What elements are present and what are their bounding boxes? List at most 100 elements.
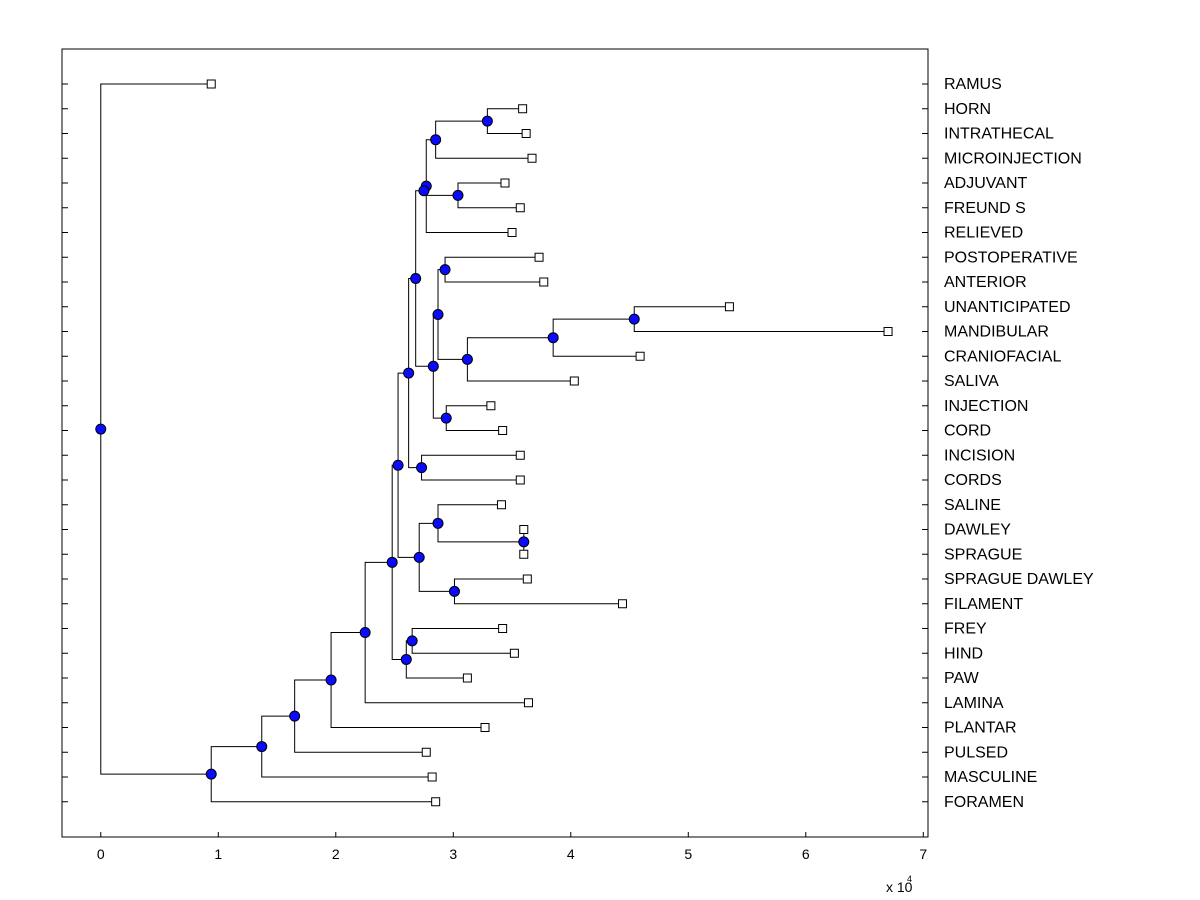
dendrogram-branch	[633, 319, 889, 332]
leaf-marker	[515, 203, 525, 213]
dendrogram-branch	[418, 522, 439, 558]
dendrogram-branch	[432, 366, 447, 419]
leaf-marker	[534, 252, 544, 262]
leaf-label: POSTOPERATIVE	[944, 249, 1078, 266]
leaf-label: PULSED	[944, 744, 1008, 761]
merge-node	[432, 308, 444, 320]
dendrogram-branch	[210, 746, 262, 775]
dendrogram-branch	[437, 314, 468, 360]
leaf-label: ADJUVANT	[944, 175, 1027, 192]
merge-node	[452, 189, 464, 201]
leaf-label: ANTERIOR	[944, 274, 1027, 291]
plot-frame	[61, 48, 929, 838]
x-tick-label: 6	[802, 846, 810, 862]
leaf-label: CORD	[944, 423, 991, 440]
merge-node	[432, 517, 444, 529]
dendrogram-branch	[445, 418, 503, 431]
dendrogram-branch	[486, 121, 527, 134]
x-tick-label: 5	[684, 846, 692, 862]
leaf-label: MANDIBULAR	[944, 324, 1049, 341]
merge-node	[416, 462, 428, 474]
dendrogram-branch	[391, 464, 399, 563]
dendrogram-branch	[425, 186, 513, 233]
leaf-label: CORDS	[944, 472, 1002, 489]
leaf-label: SPRAGUE DAWLEY	[944, 571, 1094, 588]
leaf-label: PLANTAR	[944, 720, 1017, 737]
dendrogram-branch	[294, 679, 332, 717]
dendrogram-branch	[445, 405, 491, 419]
leaf-marker	[500, 178, 510, 188]
dendrogram-branch	[391, 562, 407, 660]
merge-node	[518, 536, 530, 548]
leaf-label: HIND	[944, 645, 983, 662]
leaf-label: FREUND S	[944, 200, 1026, 217]
dendrogram-branch	[437, 269, 446, 315]
merge-node	[547, 332, 559, 344]
dendrogram-branch	[421, 467, 521, 481]
dendrogram-branch	[364, 632, 529, 704]
merge-node	[628, 313, 640, 325]
leaf-label: SALIVA	[944, 373, 999, 390]
x-tick-label: 1	[214, 846, 222, 862]
x-axis: 0 1 2 3 4 5 6 7	[97, 832, 927, 862]
dendrogram-branch	[210, 774, 436, 803]
merge-node	[439, 264, 451, 276]
dendrogram-branch	[453, 591, 623, 605]
dendrogram-branch	[261, 715, 295, 747]
leaf-marker	[527, 153, 537, 163]
merge-node	[406, 635, 418, 647]
merge-node	[289, 710, 301, 722]
dendrogram-branch	[435, 120, 488, 140]
merge-node	[386, 556, 398, 568]
leaf-marker	[518, 104, 528, 114]
dendrogram-edges	[100, 83, 889, 803]
leaf-label: INCISION	[944, 447, 1015, 464]
leaf-marker	[523, 698, 533, 708]
leaf-marker	[519, 549, 529, 559]
dendrogram-branch	[453, 578, 528, 592]
dendrogram-branch	[421, 454, 521, 468]
leaf-marker	[507, 228, 517, 237]
dendrogram-branch	[397, 465, 420, 558]
leaf-label: DAWLEY	[944, 522, 1011, 539]
leaf-label: CRANIOFACIAL	[944, 348, 1061, 365]
x-tick-label: 0	[97, 846, 105, 862]
x-tick-label: 3	[449, 846, 457, 862]
dendrogram-branch	[444, 256, 540, 270]
leaf-label: HORN	[944, 101, 991, 118]
y-axis-ticks	[62, 83, 928, 803]
leaf-marker	[522, 574, 532, 584]
dendrogram-branch	[415, 190, 424, 279]
leaf-label: INTRATHECAL	[944, 126, 1054, 143]
leaf-marker	[427, 772, 437, 782]
leaf-label: FORAMEN	[944, 794, 1024, 811]
dendrogram-branch	[466, 359, 575, 382]
leaf-marker	[480, 723, 490, 732]
leaf-marker	[498, 426, 508, 435]
leaf-marker	[724, 302, 734, 312]
merge-nodes	[95, 115, 640, 780]
leaf-label: LAMINA	[944, 695, 1004, 712]
leaf-label: MASCULINE	[944, 769, 1037, 786]
merge-node	[359, 627, 371, 639]
leaf-marker	[462, 673, 472, 683]
merge-node	[205, 768, 217, 780]
merge-node	[427, 360, 439, 372]
leaf-marker	[509, 648, 519, 658]
leaf-marker	[515, 475, 525, 485]
leaf-label: PAW	[944, 670, 980, 687]
x-axis-multiplier: x 10 4	[886, 874, 913, 895]
dendrogram-branch	[397, 372, 409, 466]
merge-node	[400, 653, 412, 665]
dendrogram-branch	[435, 139, 533, 159]
dendrogram-branch	[100, 429, 212, 775]
dendrogram-branch	[405, 659, 468, 679]
dendrogram-branch	[425, 139, 436, 187]
leaf-marker	[486, 401, 496, 411]
dendrogram-branch	[466, 337, 554, 360]
dendrogram-branch	[437, 523, 524, 543]
leaf-marker	[539, 277, 549, 287]
leaf-label: FILAMENT	[944, 596, 1023, 613]
dendrogram-branch	[294, 716, 427, 753]
